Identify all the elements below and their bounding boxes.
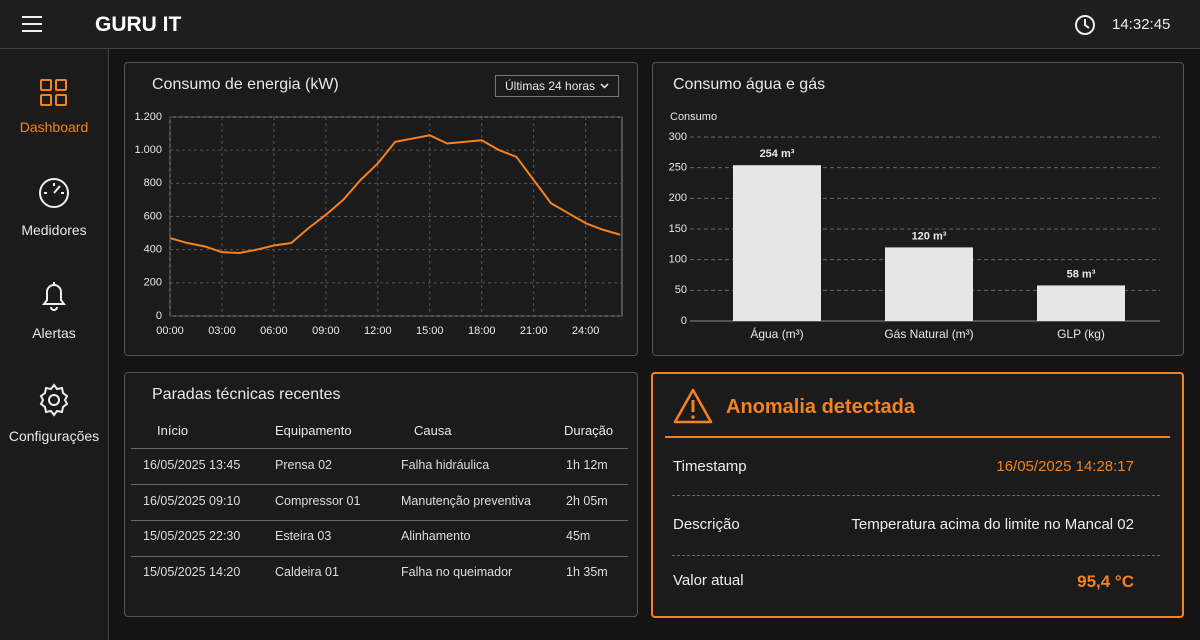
table-cell: Manutenção preventiva xyxy=(401,494,531,508)
table-cell: Prensa 02 xyxy=(275,458,332,472)
water-gas-chart: Consumo água e gás Consumo 0 50 100 150 200 2… xyxy=(669,76,1160,341)
y-tick-label: 50 xyxy=(675,284,687,296)
y-tick-label: 200 xyxy=(669,192,687,204)
x-tick-label: 12:00 xyxy=(364,325,392,337)
y-tick-label: 0 xyxy=(681,315,687,327)
column-header: Equipamento xyxy=(275,423,352,438)
nav-alerts[interactable]: Alertas xyxy=(32,325,76,341)
x-tick-label: Gás Natural (m³) xyxy=(884,327,973,341)
meters-icon xyxy=(39,178,69,208)
downtime-panel: Paradas técnicas recentes Início Equipame… xyxy=(124,372,638,617)
energy-chart: Consumo de energia (kW) 0 200 400 600 800 1.0… xyxy=(134,76,623,337)
dropdown-arrow xyxy=(600,83,609,89)
y-tick-label: 100 xyxy=(669,254,687,266)
bar xyxy=(1037,285,1125,321)
table-cell: 2h 05m xyxy=(566,494,608,508)
clock-icon xyxy=(1075,15,1095,35)
y-tick-label: 250 xyxy=(669,162,687,174)
table-cell: 15/05/2025 22:30 xyxy=(143,529,241,543)
table-cell: Caldeira 01 xyxy=(275,565,339,579)
table-cell: 16/05/2025 13:45 xyxy=(143,458,241,472)
field-value: 16/05/2025 14:28:17 xyxy=(996,458,1134,475)
row-divider xyxy=(131,448,628,449)
x-tick-label: 18:00 xyxy=(468,325,496,337)
app-title: GURU IT xyxy=(95,13,182,36)
field-label: Valor atual xyxy=(673,572,744,589)
table-cell: 15/05/2025 14:20 xyxy=(143,565,241,579)
field-label: Descrição xyxy=(673,516,740,533)
column-header: Início xyxy=(157,423,189,438)
y-axis-label: Consumo xyxy=(670,111,717,123)
chart-title: Consumo de energia (kW) xyxy=(152,76,339,93)
x-tick-label: 00:00 xyxy=(156,325,184,337)
row-divider xyxy=(131,484,628,485)
warning-icon xyxy=(673,388,713,424)
x-tick-label: 24:00 xyxy=(572,325,600,337)
field-label: Timestamp xyxy=(673,458,747,475)
x-tick-label: 03:00 xyxy=(208,325,236,337)
x-tick-label: 06:00 xyxy=(260,325,288,337)
row-divider xyxy=(131,556,628,557)
table-cell: Falha hidráulica xyxy=(401,458,490,472)
y-tick-label: 0 xyxy=(156,310,162,322)
x-tick-label: GLP (kg) xyxy=(1057,327,1105,341)
bar-value-label: 254 m³ xyxy=(760,148,795,160)
bar xyxy=(885,247,973,321)
table-cell: 1h 35m xyxy=(566,565,608,579)
menu-button[interactable] xyxy=(22,15,44,33)
dashboard-icon xyxy=(40,79,67,106)
dropdown-label: Últimas 24 horas xyxy=(505,79,596,93)
anomaly-panel: Anomalia detectada Timestamp 16/05/2025 1… xyxy=(651,372,1184,618)
x-tick-label: Água (m³) xyxy=(750,326,803,341)
top-bar: GURU IT 14:32:45 xyxy=(0,0,1200,49)
table-cell: Falha no queimador xyxy=(401,565,513,579)
nav-meters[interactable]: Medidores xyxy=(21,222,87,238)
alerts-icon xyxy=(42,282,66,311)
nav-settings[interactable]: Configurações xyxy=(8,428,100,444)
x-tick-label: 15:00 xyxy=(416,325,444,337)
field-value: 95,4 °C xyxy=(1077,572,1134,591)
y-tick-label: 800 xyxy=(144,177,162,189)
energy-panel: Consumo de energia (kW) 0 200 400 600 800 1.0… xyxy=(124,62,638,356)
anomaly-title: Anomalia detectada xyxy=(726,396,915,418)
y-tick-label: 1.000 xyxy=(134,144,162,156)
x-tick-label: 21:00 xyxy=(520,325,548,337)
water-gas-panel: Consumo água e gás Consumo 0 50 100 150 200 2… xyxy=(652,62,1184,356)
y-tick-label: 150 xyxy=(669,223,687,235)
table-cell: Esteira 03 xyxy=(275,529,332,543)
y-tick-label: 200 xyxy=(144,277,162,289)
title-divider xyxy=(665,436,1170,438)
sidebar xyxy=(0,49,109,640)
period-dropdown[interactable]: Últimas 24 horas xyxy=(495,75,619,97)
table-cell: 45m xyxy=(566,529,591,543)
energy-line xyxy=(169,134,621,254)
bar xyxy=(733,165,821,321)
table-cell: Alinhamento xyxy=(401,529,471,543)
bar-value-label: 58 m³ xyxy=(1067,268,1096,280)
y-tick-label: 400 xyxy=(144,244,162,256)
y-tick-label: 1.200 xyxy=(134,111,162,123)
table-title: Paradas técnicas recentes xyxy=(152,386,341,403)
nav-dashboard[interactable]: Dashboard xyxy=(19,119,89,135)
x-tick-label: 09:00 xyxy=(312,325,340,337)
clock-time: 14:32:45 xyxy=(1112,16,1171,33)
table-cell: 1h 12m xyxy=(566,458,608,472)
field-divider xyxy=(672,495,1160,496)
y-tick-label: 300 xyxy=(669,131,687,143)
row-divider xyxy=(131,520,628,521)
column-header: Causa xyxy=(414,423,452,438)
chart-title: Consumo água e gás xyxy=(673,76,825,93)
table-cell: Compressor 01 xyxy=(275,494,361,508)
y-tick-label: 600 xyxy=(144,210,162,222)
settings-icon xyxy=(39,383,69,417)
bar-value-label: 120 m³ xyxy=(912,230,947,242)
table-cell: 16/05/2025 09:10 xyxy=(143,494,241,508)
field-divider xyxy=(672,555,1160,556)
column-header: Duração xyxy=(564,423,614,438)
field-value: Temperatura acima do limite no Mancal 02 xyxy=(851,516,1134,533)
